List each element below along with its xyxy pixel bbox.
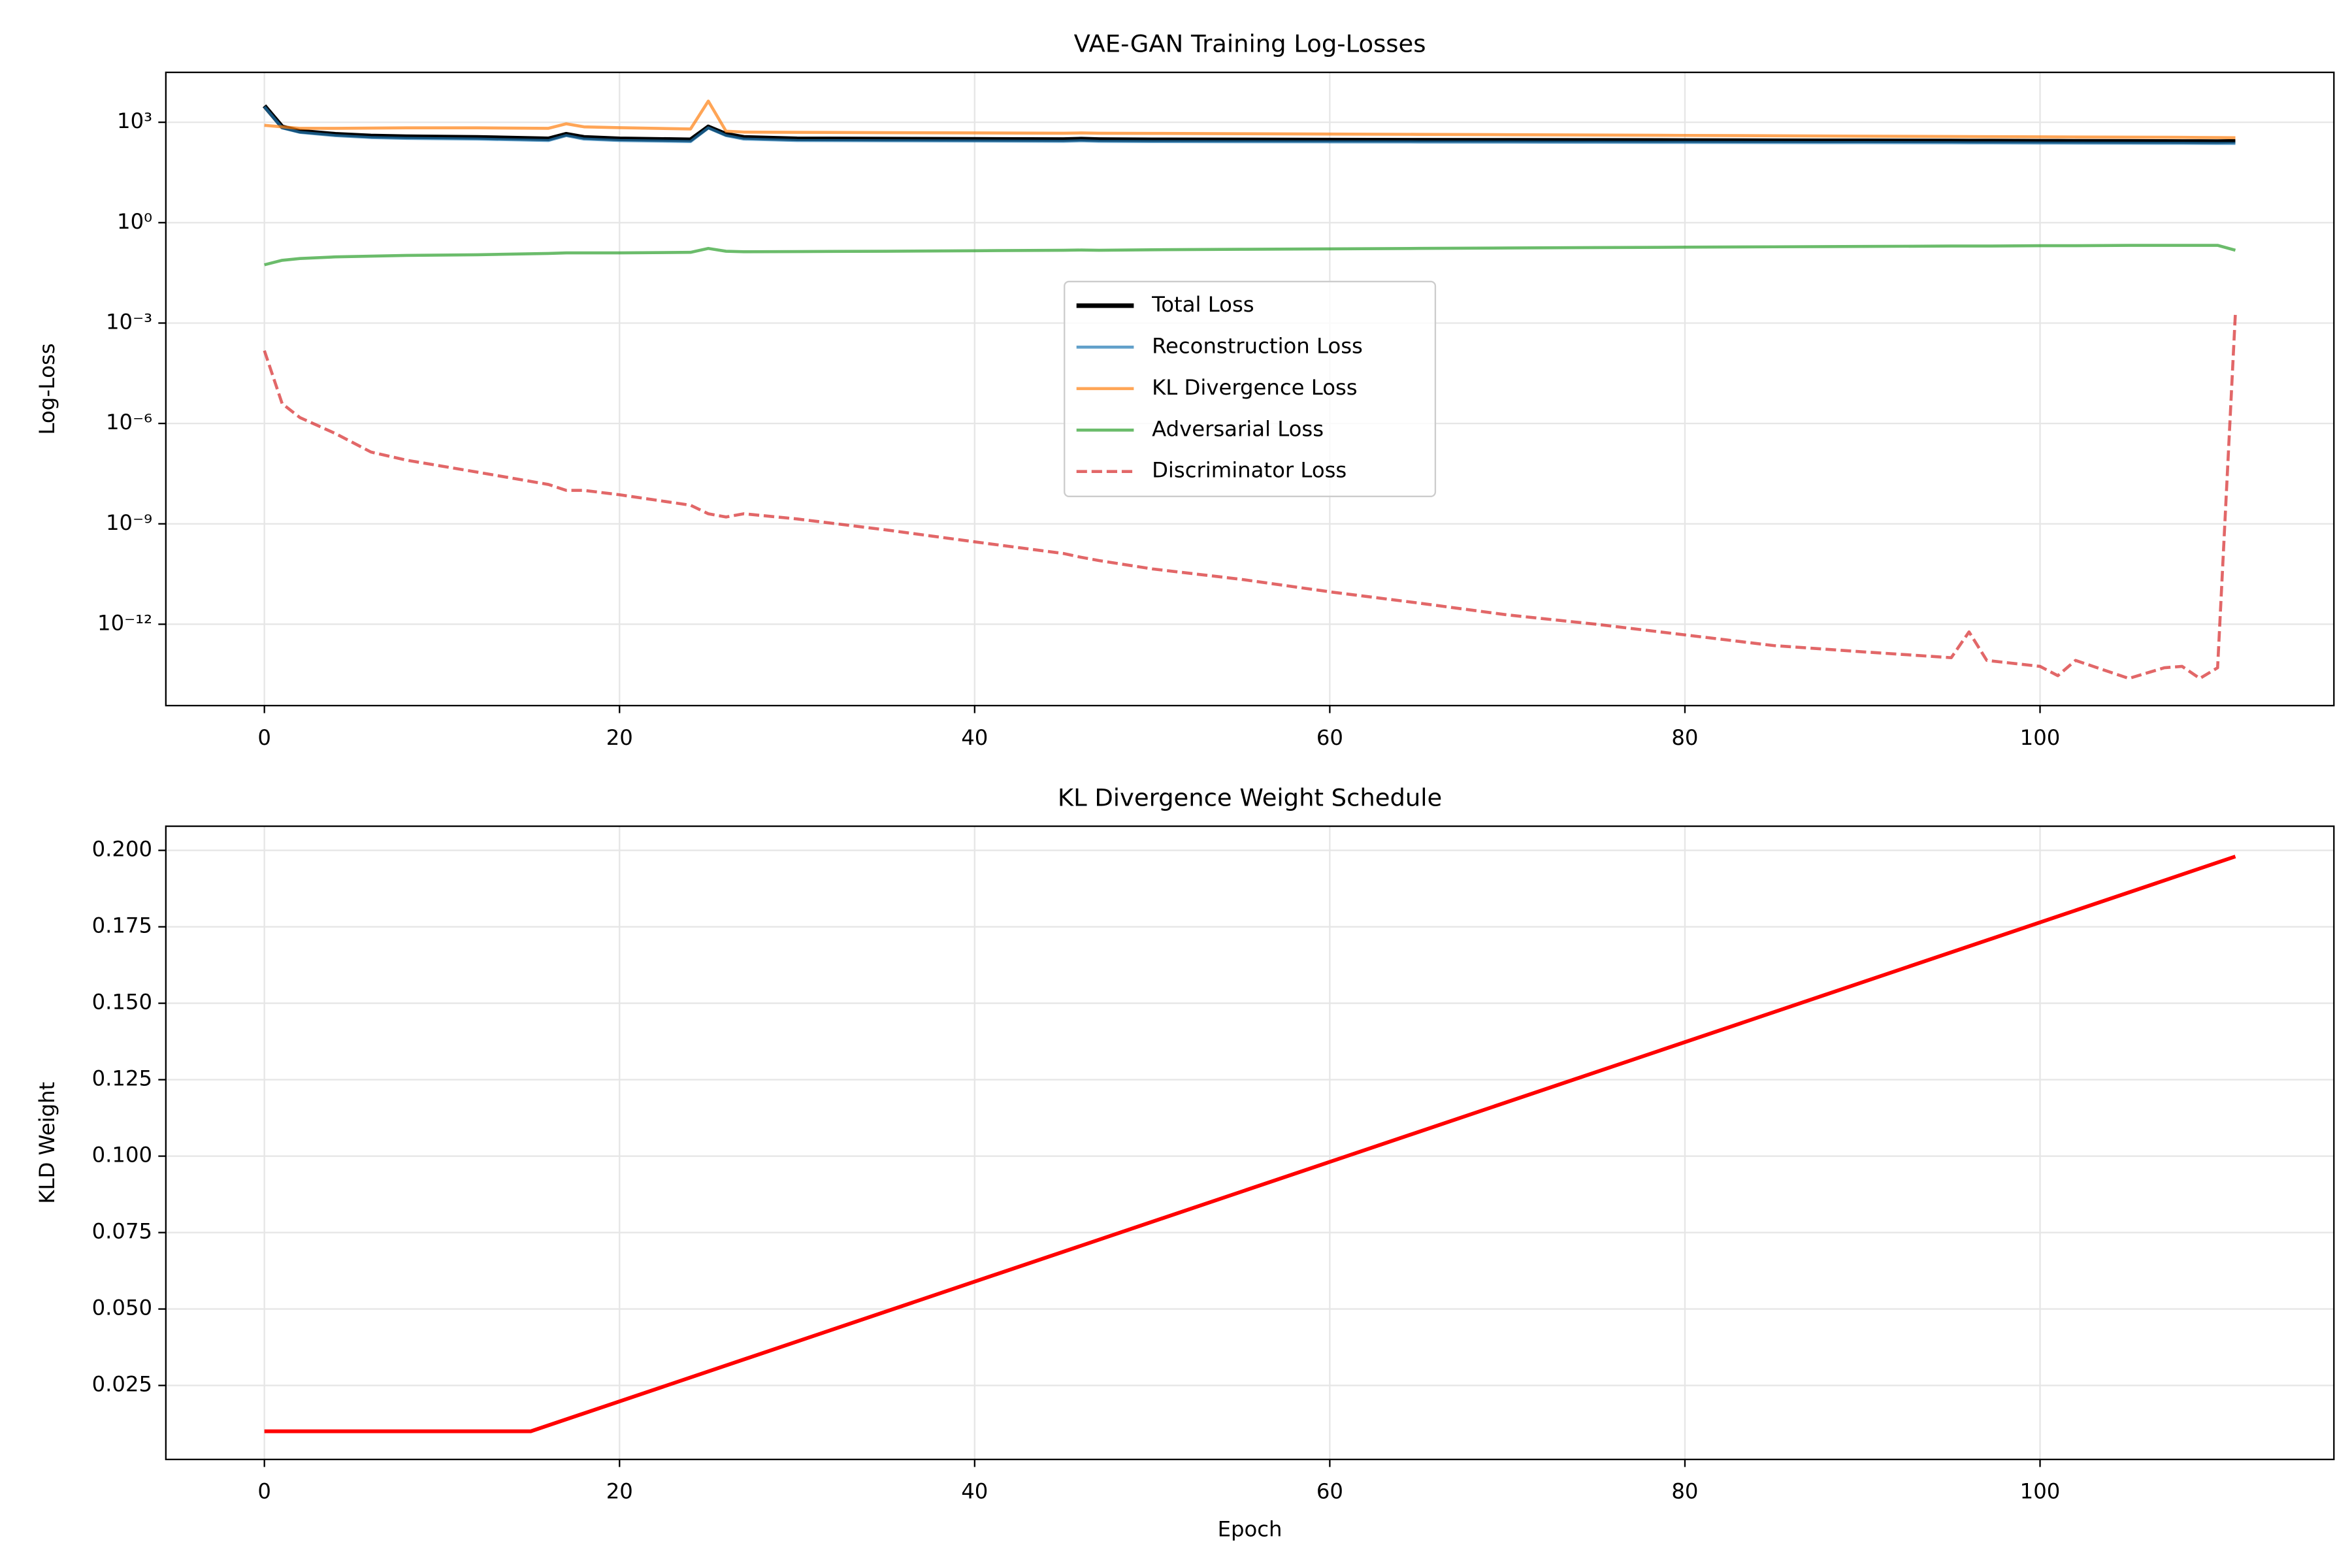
- y-tick-label: 10⁻³: [106, 309, 152, 334]
- x-tick-label: 40: [961, 725, 988, 750]
- series-line: [264, 99, 2236, 140]
- legend-label: Adversarial Loss: [1152, 416, 1324, 441]
- y-axis-label: Log-Loss: [35, 343, 59, 434]
- y-tick-label: 0.100: [92, 1143, 152, 1168]
- x-tick-label: 0: [257, 1479, 271, 1504]
- x-axis-label: Epoch: [1218, 1516, 1282, 1541]
- x-tick-label: 100: [2020, 1479, 2061, 1504]
- chart-title: VAE-GAN Training Log-Losses: [1074, 30, 1426, 58]
- legend-box: [1064, 280, 1437, 497]
- y-tick-label: 0.200: [92, 837, 152, 862]
- x-tick-label: 60: [1316, 725, 1343, 750]
- x-tick-label: 0: [257, 725, 271, 750]
- y-tick-label: 0.025: [92, 1372, 152, 1397]
- x-tick-label: 20: [606, 1479, 633, 1504]
- y-tick-label: 10³: [117, 108, 152, 133]
- y-tick-label: 0.150: [92, 990, 152, 1015]
- y-tick-label: 10⁻⁶: [106, 410, 152, 434]
- y-tick-label: 10⁻¹²: [97, 610, 152, 635]
- y-axis-label: KLD Weight: [35, 1082, 59, 1204]
- legend-label: KL Divergence Loss: [1152, 375, 1358, 400]
- x-tick-label: 20: [606, 725, 633, 750]
- series-line: [264, 244, 2236, 267]
- x-tick-label: 80: [1671, 1479, 1698, 1504]
- y-tick-label: 0.050: [92, 1296, 152, 1320]
- legend-label: Discriminator Loss: [1152, 458, 1347, 483]
- y-tick-label: 10⁻⁹: [106, 510, 152, 535]
- axes-frame: [165, 825, 2335, 1460]
- plot-area: [165, 826, 2334, 1460]
- chart-title: KL Divergence Weight Schedule: [1058, 784, 1442, 812]
- axes-frame: [165, 71, 2335, 707]
- x-tick-label: 80: [1671, 725, 1698, 750]
- legend: Total Loss Reconstruction Loss KL Divergen…: [1064, 280, 1437, 497]
- legend-label: Total Loss: [1151, 292, 1254, 317]
- series-line: [263, 105, 2236, 145]
- y-tick-label: 0.125: [92, 1066, 152, 1091]
- y-tick-label: 0.175: [92, 913, 152, 938]
- y-tick-label: 0.075: [92, 1219, 152, 1244]
- x-tick-label: 40: [961, 1479, 988, 1504]
- legend-label: Reconstruction Loss: [1152, 333, 1363, 358]
- series-line: [263, 104, 2236, 144]
- x-tick-label: 100: [2020, 725, 2061, 750]
- series-line: [264, 855, 2236, 1433]
- y-tick-label: 10⁰: [117, 209, 152, 234]
- series-line: [263, 314, 2237, 680]
- x-tick-label: 60: [1316, 1479, 1343, 1504]
